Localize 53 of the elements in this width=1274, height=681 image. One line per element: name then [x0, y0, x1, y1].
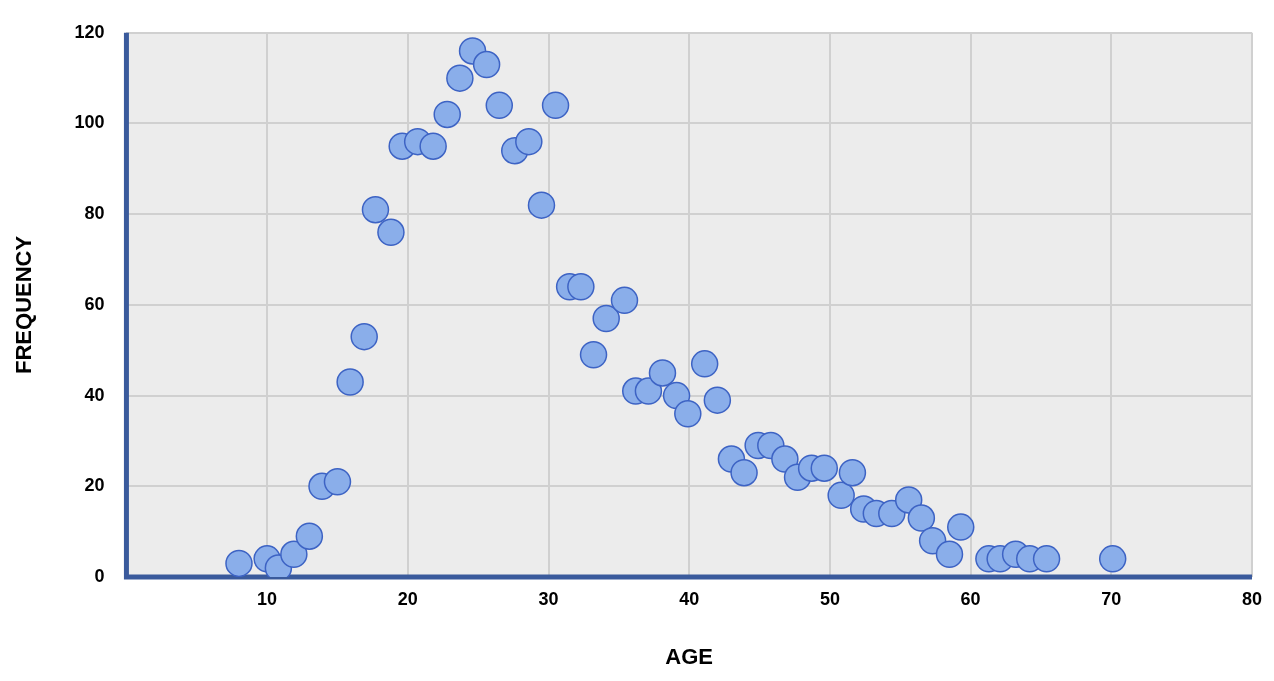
point [323, 468, 352, 496]
point [838, 458, 867, 487]
point [527, 191, 556, 219]
point [771, 445, 799, 473]
point [515, 127, 543, 156]
point [610, 286, 639, 315]
point [472, 50, 501, 79]
point [295, 522, 324, 550]
y-tick-label: 60 [84, 293, 105, 314]
x-tick-label: 10 [257, 588, 278, 609]
point [1098, 545, 1127, 573]
point [361, 195, 390, 224]
point [690, 350, 719, 378]
point [907, 504, 936, 532]
y-tick-label: 20 [84, 475, 105, 496]
point [648, 359, 677, 387]
point [894, 486, 923, 514]
x-tick-label: 50 [819, 588, 840, 609]
y-tick-label: 0 [94, 565, 105, 586]
x-tick-label: 60 [960, 588, 981, 609]
point [433, 100, 461, 129]
point [280, 540, 308, 569]
point [674, 399, 702, 428]
x-tick-label: 20 [397, 588, 418, 609]
point [446, 64, 474, 92]
point [225, 549, 253, 577]
y-tick-label: 40 [84, 384, 105, 405]
point [485, 91, 514, 120]
point [592, 304, 620, 333]
x-axis-title: AGE [665, 643, 714, 669]
point [579, 341, 608, 369]
point [377, 218, 405, 247]
point [567, 273, 595, 301]
point [947, 513, 975, 541]
point [336, 368, 364, 396]
point [541, 91, 570, 120]
x-tick-label: 40 [679, 588, 700, 609]
y-tick-label: 80 [84, 203, 105, 224]
point [935, 540, 964, 569]
point [730, 458, 758, 487]
point [827, 481, 855, 510]
y-axis-title: FREQUENCY [11, 235, 37, 374]
y-tick-label: 100 [74, 112, 105, 133]
point [350, 322, 378, 351]
x-tick-label: 70 [1101, 588, 1122, 609]
point [419, 132, 447, 160]
point [1032, 545, 1061, 573]
x-tick-label: 30 [538, 588, 559, 609]
x-tick-label: 80 [1241, 588, 1262, 609]
point [634, 377, 663, 405]
point [703, 386, 732, 414]
y-tick-label: 120 [74, 21, 105, 42]
point [810, 454, 839, 482]
